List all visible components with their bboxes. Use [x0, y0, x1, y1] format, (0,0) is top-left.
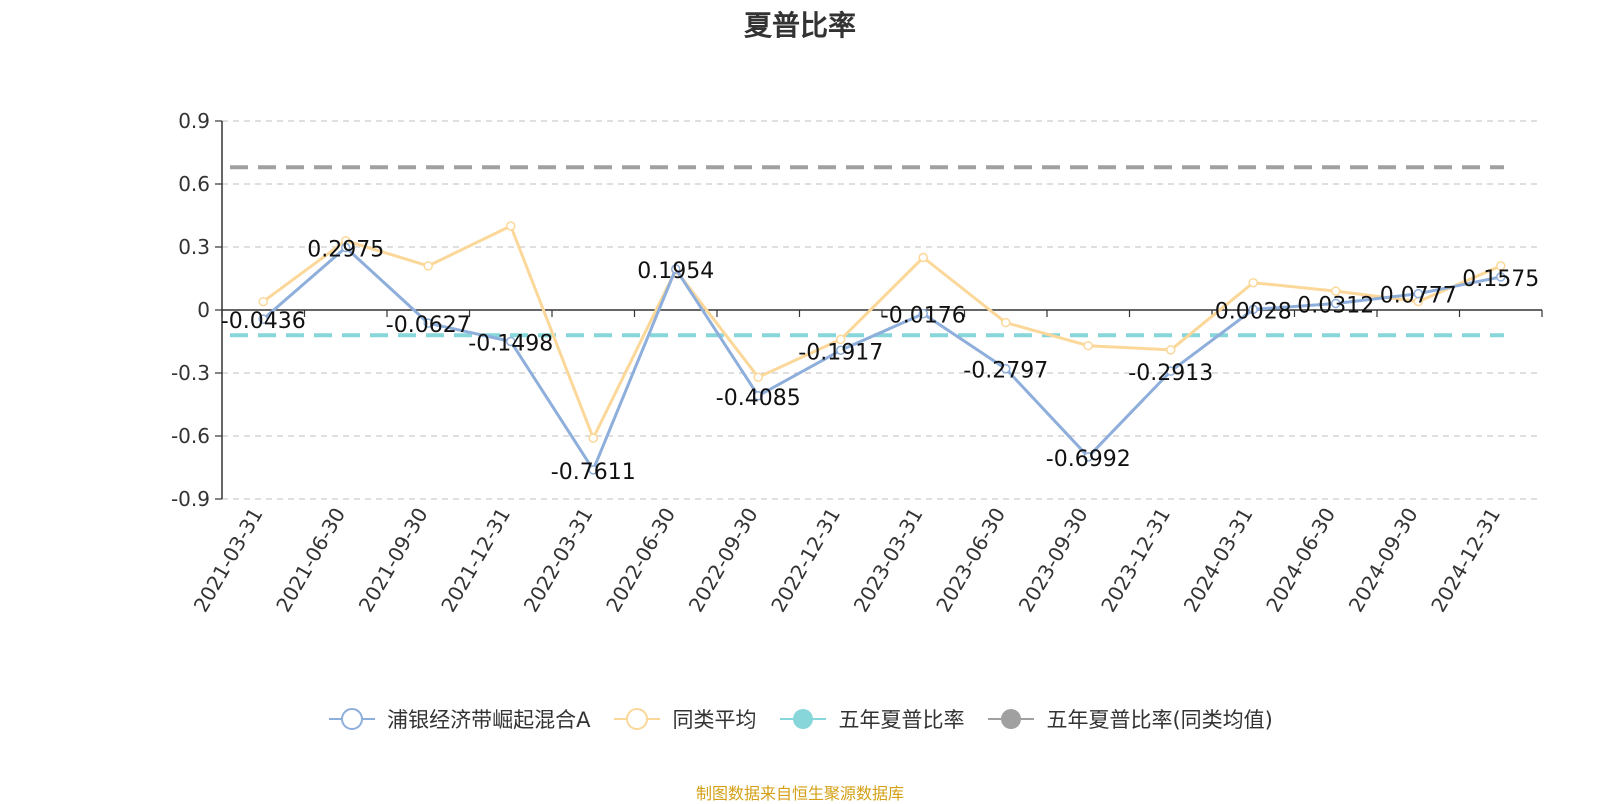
x-tick-label: 2021-09-30 — [354, 504, 433, 617]
data-label: -0.0176 — [881, 304, 966, 329]
peer-average-point — [1083, 340, 1093, 351]
data-label: 0.1954 — [637, 259, 714, 284]
x-tick-label: 2023-12-31 — [1096, 504, 1175, 617]
legend-label-fund: 浦银经济带崛起混合A — [387, 708, 591, 732]
data-label: -0.2797 — [963, 359, 1048, 384]
x-tick-label: 2024-03-31 — [1179, 504, 1258, 617]
peer-average-point — [1248, 277, 1258, 288]
chart-title: 夏普比率 — [743, 9, 856, 42]
data-label: -0.1917 — [798, 340, 883, 365]
peer-average-point — [1001, 317, 1011, 328]
legend-item-five-year-sharpe-peer[interactable]: 五年夏普比率(同类均值) — [986, 704, 1273, 734]
legend-label-five-year-sharpe: 五年夏普比率 — [838, 708, 965, 732]
fund-point — [258, 314, 268, 324]
fund-point — [1083, 452, 1093, 462]
data-label: 0.0777 — [1380, 284, 1457, 309]
fund-point — [1166, 366, 1176, 376]
fund-line — [262, 246, 1502, 472]
data-label: -0.2913 — [1128, 361, 1213, 386]
fund-point — [836, 345, 846, 356]
data-label: -0.7611 — [551, 460, 636, 485]
y-tick-label: 0.6 — [178, 172, 210, 196]
source-note: 制图数据来自恒生聚源数据库 — [695, 784, 904, 803]
y-tick-label: 0.9 — [178, 109, 210, 133]
fund-point — [753, 391, 763, 401]
x-tick-label: 2022-06-30 — [601, 504, 680, 617]
fund-point — [506, 336, 516, 347]
fund-point — [588, 465, 598, 475]
fund-point — [1496, 272, 1506, 282]
data-label: -0.0436 — [221, 309, 306, 334]
data-label: -0.0627 — [386, 313, 471, 338]
fund-point — [671, 264, 681, 274]
peer-average-line — [262, 224, 1502, 440]
x-tick-label: 2024-06-30 — [1261, 504, 1340, 617]
peer-average-point — [836, 334, 846, 345]
fund-point — [1413, 288, 1423, 299]
data-label: -0.1498 — [468, 331, 553, 356]
y-tick-label: -0.6 — [171, 424, 210, 448]
x-tick-label: 2024-09-30 — [1344, 504, 1423, 617]
x-tick-label: 2024-12-31 — [1426, 504, 1505, 617]
x-tick-label: 2023-06-30 — [931, 504, 1010, 617]
legend-marker-five-year-sharpe — [780, 709, 827, 729]
data-label: 0.0028 — [1215, 299, 1292, 324]
peer-average-point — [258, 296, 268, 307]
y-tick-label: 0.3 — [178, 235, 210, 259]
fund-point — [341, 242, 351, 253]
legend-marker-peer-average — [614, 708, 661, 730]
legend-marker-five-year-sharpe-peer — [988, 709, 1035, 729]
x-tick-label: 2022-03-31 — [519, 504, 598, 617]
legend-marker-fund — [329, 708, 376, 730]
peer-average-point — [753, 372, 763, 382]
fund-point — [423, 318, 433, 328]
fund-point — [918, 308, 928, 319]
legend-item-peer-average[interactable]: 同类平均 — [612, 704, 756, 734]
peer-average-point — [506, 221, 516, 231]
peer-average-point — [1496, 261, 1506, 271]
peer-average-point — [1166, 345, 1176, 355]
peer-average-point — [918, 252, 928, 263]
x-tick-label: 2021-12-31 — [436, 504, 515, 617]
data-label: -0.6992 — [1046, 447, 1131, 472]
fund-point — [1248, 304, 1258, 315]
legend-label-five-year-sharpe-peer: 五年夏普比率(同类均值) — [1046, 708, 1273, 732]
y-tick-label: -0.3 — [171, 361, 210, 385]
legend-label-peer-average: 同类平均 — [672, 708, 757, 732]
x-tick-label: 2021-03-31 — [189, 504, 268, 617]
peer-average-point — [423, 261, 433, 271]
x-tick-label: 2022-09-30 — [684, 504, 763, 617]
data-label: 0.0312 — [1297, 293, 1374, 318]
peer-average-point — [1331, 286, 1341, 296]
y-tick-label: 0 — [197, 298, 210, 322]
legend-item-fund[interactable]: 浦银经济带崛起混合A — [327, 704, 590, 734]
y-tick-label: -0.9 — [171, 487, 210, 511]
chart-legend: 浦银经济带崛起混合A 同类平均 五年夏普比率 五年夏普比率(同类均值) — [0, 704, 1600, 734]
x-tick-label: 2023-09-30 — [1014, 504, 1093, 617]
fund-point — [1331, 298, 1341, 309]
legend-item-five-year-sharpe[interactable]: 五年夏普比率 — [778, 704, 964, 734]
data-label: 0.2975 — [307, 238, 384, 263]
x-tick-label: 2021-06-30 — [271, 504, 350, 617]
fund-point — [1001, 363, 1011, 374]
peer-average-point — [588, 433, 598, 443]
x-tick-label: 2023-03-31 — [849, 504, 928, 617]
data-label: -0.4085 — [716, 386, 801, 411]
data-label: 0.1575 — [1462, 267, 1539, 292]
x-tick-label: 2022-12-31 — [766, 504, 845, 617]
